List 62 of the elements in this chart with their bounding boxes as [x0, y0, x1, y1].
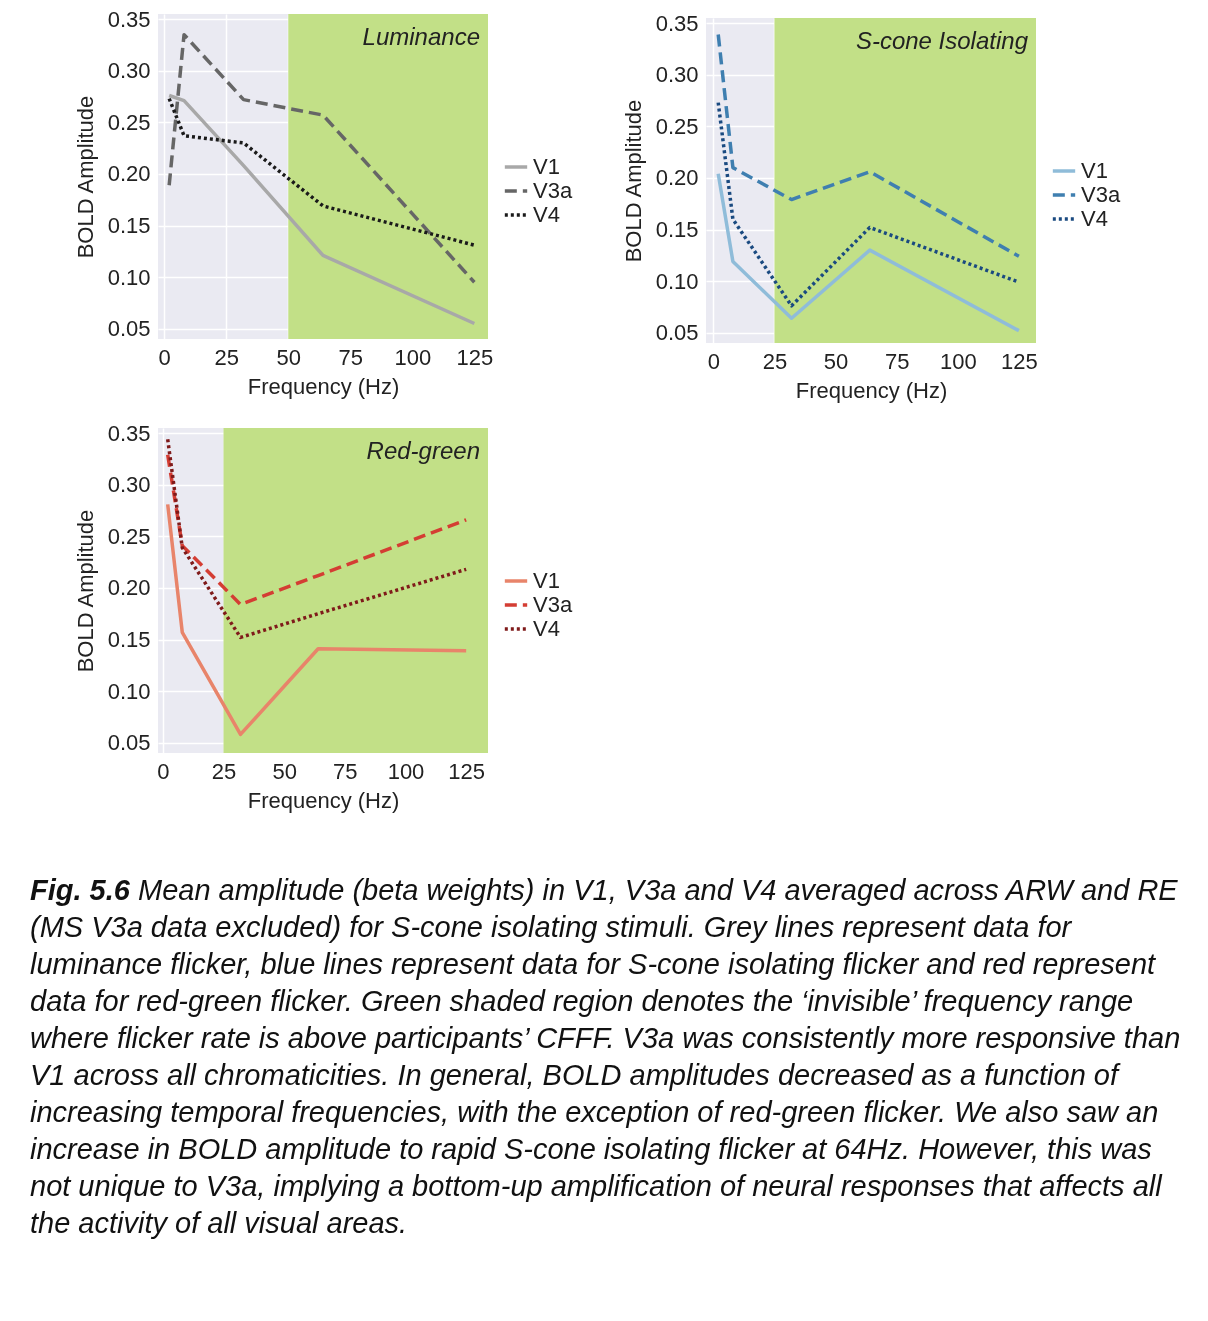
y-tick-label: 0.35: [655, 10, 699, 36]
x-tick-label: 75: [333, 758, 358, 784]
y-axis-title: BOLD Amplitude: [72, 95, 98, 259]
x-axis-title: Frequency (Hz): [247, 373, 400, 399]
y-axis-title: BOLD Amplitude: [620, 99, 646, 263]
legend-label: V3a: [1081, 182, 1121, 207]
x-tick-label: 0: [158, 344, 171, 370]
legend-label: V3a: [533, 592, 573, 617]
x-tick-label: 0: [707, 348, 720, 374]
legend-label: V1: [1081, 158, 1108, 183]
x-tick-label: 125: [448, 758, 486, 784]
y-tick-label: 0.25: [655, 113, 699, 139]
chart-title: Red-green: [366, 437, 480, 465]
x-tick-label: 100: [394, 344, 432, 370]
y-tick-label: 0.10: [107, 678, 151, 704]
x-tick-label: 50: [272, 758, 297, 784]
line-series: [167, 96, 477, 247]
x-axis-title: Frequency (Hz): [795, 377, 948, 403]
legend-label: V3a: [533, 178, 573, 203]
y-tick-label: 0.05: [107, 316, 151, 342]
legend-label: V4: [533, 616, 560, 641]
legend-label: V1: [533, 154, 560, 179]
legend-label: V4: [1081, 206, 1108, 231]
y-tick-label: 0.20: [107, 161, 151, 187]
y-tick-label: 0.10: [107, 264, 151, 290]
x-tick-label: 125: [456, 344, 494, 370]
legend-label: V4: [533, 202, 560, 227]
y-tick-label: 0.25: [107, 109, 151, 135]
line-series: [167, 93, 477, 326]
chart-title: S-cone Isolating: [855, 27, 1029, 55]
x-tick-label: 25: [762, 348, 788, 374]
y-tick-label: 0.20: [655, 165, 699, 191]
y-axis-title: BOLD Amplitude: [72, 509, 98, 673]
x-axis-title: Frequency (Hz): [247, 787, 400, 813]
y-tick-label: 0.15: [107, 627, 151, 653]
x-tick-label: 125: [1001, 348, 1038, 374]
y-tick-label: 0.35: [107, 420, 151, 446]
x-tick-label: 50: [276, 344, 302, 370]
y-tick-label: 0.15: [107, 213, 151, 239]
y-tick-label: 0.30: [107, 472, 151, 498]
y-tick-label: 0.25: [107, 523, 151, 549]
x-tick-label: 75: [884, 348, 910, 374]
x-tick-label: 25: [211, 758, 237, 784]
y-tick-label: 0.20: [107, 575, 151, 601]
x-tick-label: 100: [387, 758, 425, 784]
y-tick-label: 0.05: [107, 730, 151, 756]
y-tick-label: 0.30: [107, 58, 151, 84]
y-tick-label: 0.05: [655, 320, 699, 346]
x-tick-label: 50: [823, 348, 849, 374]
x-tick-label: 0: [157, 758, 170, 784]
text: Fig. 5.6 Mean amplitude (beta weights) in V1, V3a and V4 averaged across ARW and RE (MS V3a data excluded) for S-cone isolating stimuli. Grey lines represent data for luminance flicker, blue lines represent data for S-cone isolating flicker and red represent data for red-green flicker. Green shaded region denotes the ‘invisible’ frequency range where flicker rate is above participants’ CFFF. V3a was consistently more responsive than V1 across all chromaticities. In general, BOLD amplitudes decreased as a function of increasing temporal frequencies, with the exception of red-green flicker. We also saw an increase in BOLD amplitude to rapid S-cone isolating flicker at 64Hz. However, this was not unique to V3a, implying a bottom-up amplification of neural responses that affects all the activity of all visual areas.: [30, 874, 1181, 1239]
x-tick-label: 100: [939, 348, 977, 374]
chart-title: Luminance: [362, 23, 480, 51]
legend-label: V1: [533, 568, 560, 593]
x-tick-label: 75: [338, 344, 364, 370]
y-tick-label: 0.35: [107, 6, 151, 32]
line-series: [165, 502, 468, 737]
x-tick-label: 25: [214, 344, 239, 370]
y-tick-label: 0.30: [655, 62, 699, 88]
y-tick-label: 0.10: [655, 268, 699, 294]
y-tick-label: 0.15: [655, 217, 699, 243]
line-series: [716, 172, 1021, 333]
